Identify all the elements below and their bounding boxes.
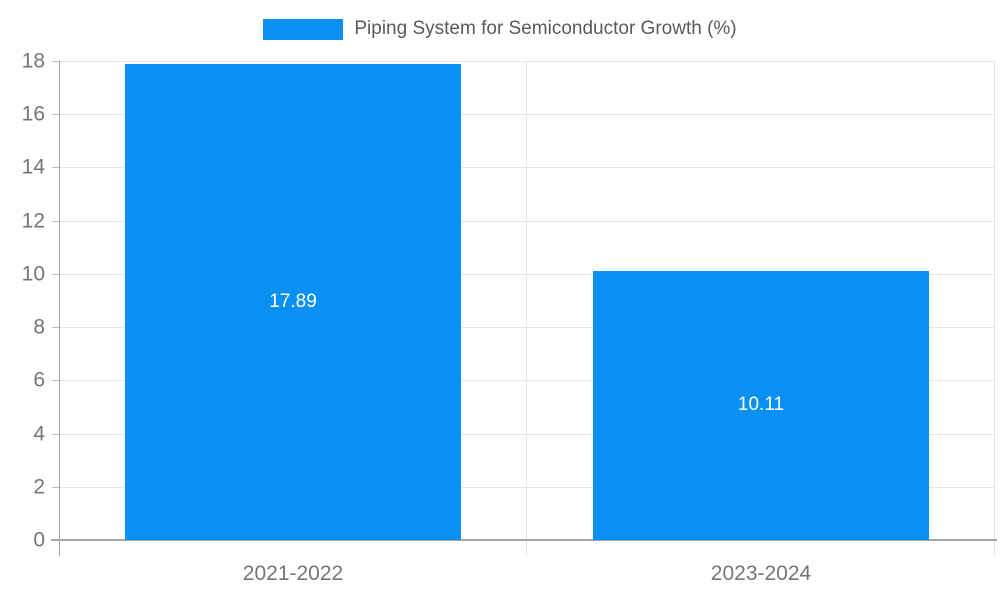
plot-area: 0 2 4 6 8 10 12 14 16 18 17.89 2021-2022 10.11 2023-2… xyxy=(22,51,997,585)
y-tick-label: 6 xyxy=(33,368,45,392)
y-tick-label: 8 xyxy=(33,315,45,339)
bar-value-label: 17.89 xyxy=(269,290,317,312)
y-gridline xyxy=(59,273,995,275)
y-tick-label: 0 xyxy=(33,528,45,552)
y-gridline xyxy=(59,327,995,329)
bar-value-label: 10.11 xyxy=(737,394,785,416)
y-tick-mark xyxy=(52,327,59,329)
y-tick-mark xyxy=(52,433,59,435)
y-gridline xyxy=(59,167,995,169)
x-tick-label: 2021-2022 xyxy=(242,562,344,585)
y-tick-mark xyxy=(52,114,59,116)
y-gridline xyxy=(59,433,995,435)
legend-swatch-icon xyxy=(263,18,344,40)
x-tick-mark xyxy=(59,540,60,556)
legend-label: Piping System for Semiconductor Growth (… xyxy=(354,18,737,39)
bar[interactable]: 17.89 xyxy=(124,63,462,540)
y-tick-label: 2 xyxy=(33,475,45,499)
y-tick-label: 16 xyxy=(21,102,45,126)
y-gridline xyxy=(59,220,995,222)
x-gridline xyxy=(526,61,527,540)
y-tick-label: 10 xyxy=(21,262,45,286)
y-tick-label: 14 xyxy=(21,155,45,179)
y-tick-mark xyxy=(52,61,59,62)
x-axis-line xyxy=(51,539,997,541)
x-gridline xyxy=(994,61,995,540)
x-tick-mark xyxy=(526,540,527,556)
y-tick-mark xyxy=(52,273,59,275)
chart-legend[interactable]: Piping System for Semiconductor Growth (… xyxy=(0,18,1000,40)
x-tick-mark xyxy=(994,540,995,556)
y-gridline xyxy=(59,486,995,488)
y-axis-line xyxy=(59,61,60,540)
y-tick-mark xyxy=(52,486,59,488)
y-tick-mark xyxy=(52,380,59,382)
y-gridline xyxy=(59,61,995,62)
y-gridline xyxy=(59,380,995,382)
y-tick-label: 4 xyxy=(33,422,45,446)
y-tick-label: 12 xyxy=(21,209,45,233)
y-tick-label: 18 xyxy=(21,49,45,73)
y-tick-mark xyxy=(52,220,59,222)
y-gridline xyxy=(59,114,995,116)
x-tick-label: 2023-2024 xyxy=(710,562,812,585)
y-tick-mark xyxy=(52,167,59,169)
bar[interactable]: 10.11 xyxy=(592,270,930,540)
